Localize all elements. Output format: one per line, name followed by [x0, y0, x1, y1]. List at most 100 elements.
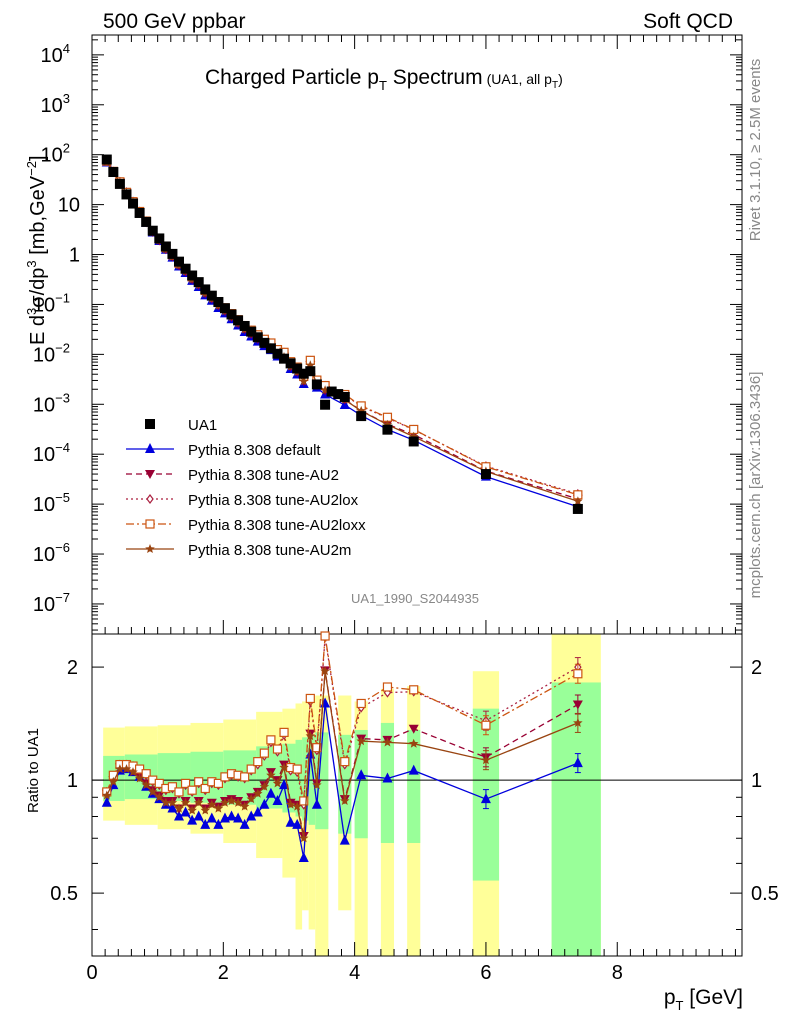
ratio-series-point [279, 762, 289, 772]
data-point [226, 309, 237, 320]
ratio-series-point [285, 816, 296, 827]
ratio-series-point [279, 727, 289, 737]
series [101, 154, 583, 863]
top-series-line [106, 160, 579, 500]
ratio-series-point [266, 770, 276, 780]
data-point [167, 248, 178, 259]
top-series-4 [102, 156, 583, 500]
ratio-series-point [572, 757, 583, 768]
ratio-y-tick-label: 1 [67, 770, 78, 792]
top-data-points [101, 154, 583, 514]
y-tick-label: 1 [69, 245, 80, 267]
ratio-series-point [194, 777, 204, 787]
ratio-series-point [246, 764, 256, 774]
legend-label: Pythia 8.308 tune-AU2lox [188, 492, 359, 509]
axes: 10410310210110−110−210−310−410−510−610−7… [33, 34, 779, 984]
ratio-series-point [305, 693, 315, 704]
data-point [134, 207, 145, 218]
legend-label: Pythia 8.308 tune-AU2 [188, 467, 339, 484]
ratio-series-point [253, 788, 263, 798]
legend-label: UA1 [188, 417, 217, 434]
ratio-series-point [187, 814, 198, 825]
legend-marker [145, 544, 155, 553]
bottom-frame [91, 633, 743, 957]
ratio-series-point [226, 810, 237, 821]
ratio-series-point [102, 790, 112, 800]
ratio-series-point [207, 799, 217, 809]
ratio-series-point [481, 755, 491, 765]
legend-marker [145, 443, 155, 453]
y-tick-label: 10−3 [33, 390, 70, 416]
top-series-line [106, 161, 579, 502]
ratio-series-point [265, 787, 276, 798]
legend-marker [146, 494, 154, 504]
ratio-series-point [279, 779, 290, 790]
top-series-3 [103, 156, 582, 499]
ratio-series-point [200, 805, 210, 815]
y-tick-label: 10 [58, 195, 80, 217]
ratio-series-point [239, 801, 250, 811]
ratio-series-point [481, 720, 491, 730]
ratio-series-point [292, 818, 303, 829]
ratio-y-tick-label: 0.5 [50, 883, 78, 905]
ratio-series-point [246, 810, 257, 821]
ratio-series-point [312, 780, 322, 790]
y-tick-label: 10−2 [33, 340, 70, 366]
side-label-top: Rivet 3.1.10, ≥ 2.5M events [747, 59, 764, 242]
data-point [173, 256, 184, 267]
ratio-series-point [174, 803, 184, 813]
ratio-series-point [285, 799, 296, 809]
ratio-series-point [174, 787, 184, 797]
ratio-series-point [180, 778, 191, 788]
ratio-series-point [233, 812, 244, 823]
ratio-series-point [226, 795, 237, 805]
legend-entry: UA1 [145, 417, 217, 434]
y-tick-label: 104 [41, 41, 70, 67]
legend-marker [145, 419, 155, 429]
ratio-series-point [253, 757, 263, 767]
data-point [180, 263, 191, 274]
legend-label: Pythia 8.308 tune-AU2loxx [188, 517, 366, 534]
plot-title: Charged Particle pT Spectrum (UA1, all pT… [205, 66, 563, 93]
data-point [382, 424, 393, 435]
ratio-series-point [382, 772, 393, 783]
data-point [246, 326, 257, 337]
ratio-series-point [299, 833, 309, 843]
y-tick-label: 10−5 [33, 490, 70, 516]
ratio-y-tick-label: 1 [751, 770, 762, 792]
ratio-series-point [167, 802, 178, 813]
top-series-point [382, 419, 393, 429]
y-tick-label: 10−7 [33, 590, 70, 616]
ratio-series-point [259, 781, 270, 791]
data-point [108, 167, 119, 178]
ratio-series-point [272, 744, 283, 754]
data-point [160, 241, 171, 252]
ratio-series-point [252, 806, 263, 817]
ratio-y-tick-label: 2 [67, 657, 78, 679]
ratio-series-point [356, 736, 366, 746]
y-tick-label: 10−6 [33, 540, 70, 566]
ratio-series-point [573, 669, 583, 679]
ratio-series-4 [102, 631, 583, 806]
ratio-series-point [259, 748, 269, 758]
uncertainty-band-inner [551, 682, 601, 956]
legend-marker [145, 519, 155, 529]
ratio-series-point [180, 797, 191, 807]
ratio-series-point [292, 801, 302, 811]
y-tick-label: 10−4 [33, 440, 70, 466]
ratio-series-point [154, 778, 164, 788]
ratio-series-point [167, 782, 178, 792]
data-point [219, 303, 230, 314]
data-point [279, 353, 290, 364]
side-label-bottom: mcplots.cern.ch [arXiv:1306.3436] [747, 372, 764, 599]
data-point [121, 189, 132, 200]
ratio-series-point [200, 783, 210, 794]
ratio-series-point [382, 682, 393, 692]
ratio-series-point [312, 743, 322, 753]
data-point [200, 284, 211, 295]
data-point [154, 233, 165, 244]
data-point [326, 386, 337, 397]
y-tick-label: 102 [41, 141, 70, 167]
top-series-point [573, 496, 583, 506]
